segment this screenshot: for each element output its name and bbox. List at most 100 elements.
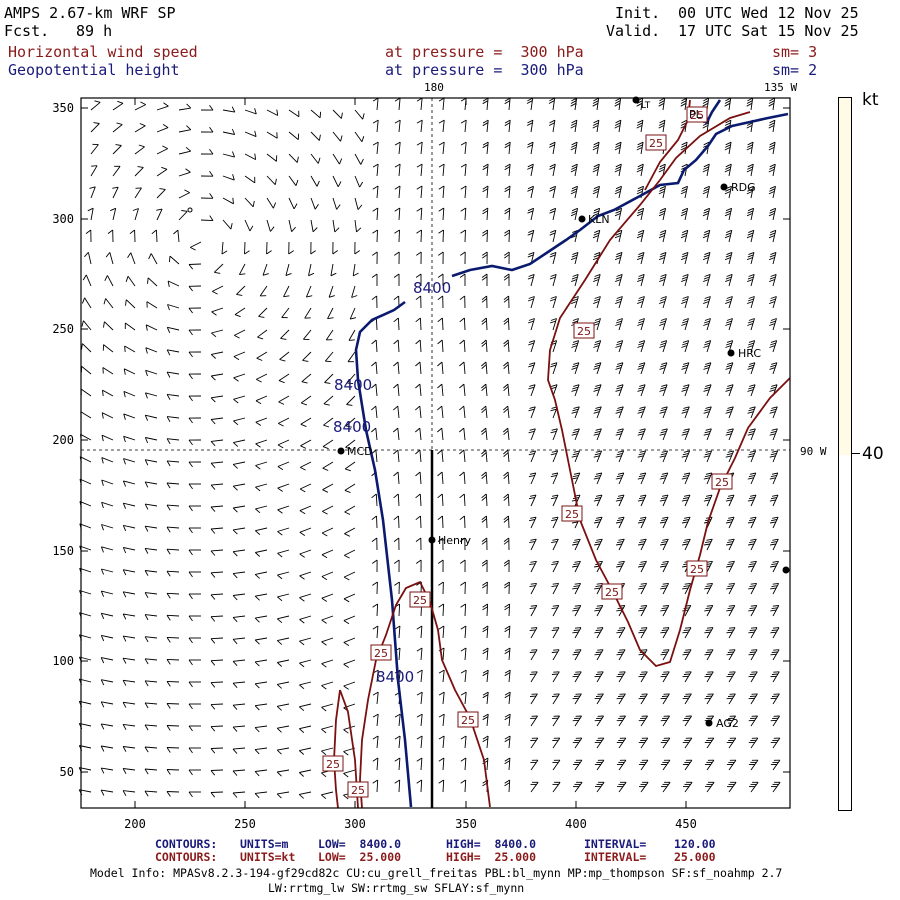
wind-barb-feather	[291, 226, 296, 232]
wind-barb	[750, 759, 759, 771]
wind-barb-feather	[254, 574, 260, 579]
wind-barb	[255, 395, 268, 402]
wind-barb	[486, 757, 489, 771]
wind-barb	[772, 274, 777, 287]
wind-barb	[486, 647, 489, 661]
wind-barb-feather	[593, 411, 600, 414]
wind-barb-feather	[277, 466, 284, 471]
wind-barb-feather	[748, 296, 755, 299]
wind-barb-feather	[703, 411, 710, 414]
wind-barb	[420, 692, 423, 705]
wind-barb-feather	[188, 681, 193, 688]
wind-barb-feather	[437, 405, 443, 411]
wind-barb	[662, 230, 667, 243]
wind-barb-feather	[749, 563, 756, 566]
wind-barb	[305, 285, 312, 298]
wind-barb-feather	[255, 465, 261, 470]
wind-barb-feather	[681, 188, 688, 192]
wind-barb	[464, 670, 467, 683]
wind-barb	[750, 98, 754, 111]
wind-barb-feather	[527, 141, 534, 146]
wind-barb	[662, 450, 669, 463]
wind-barb	[244, 175, 256, 184]
wind-barb-feather	[529, 673, 536, 675]
wind-barb-feather	[661, 629, 668, 631]
wind-barb-feather	[682, 364, 689, 368]
wind-barb	[155, 229, 158, 243]
wind-barb-feather	[705, 629, 712, 631]
wind-barb	[167, 349, 180, 353]
wind-barb	[323, 417, 334, 426]
wind-barb-feather	[614, 257, 621, 261]
wind-barb-feather	[503, 562, 510, 567]
wind-barb-feather	[354, 250, 360, 255]
wind-barb	[684, 715, 692, 727]
wind-barb-feather	[186, 125, 192, 131]
wind-barb-feather	[680, 102, 687, 107]
wind-barb-feather	[481, 562, 488, 567]
wind-barb-feather	[616, 452, 623, 456]
wind-barb-feather	[415, 405, 421, 411]
wind-barb	[640, 208, 645, 221]
wind-barb-feather	[769, 411, 776, 414]
wind-barb	[662, 671, 670, 683]
wind-barb	[662, 296, 667, 309]
wind-barb-feather	[659, 276, 666, 280]
wind-barb-feather	[727, 428, 734, 431]
wind-barb	[706, 274, 711, 287]
wind-barb-feather	[681, 185, 688, 190]
wind-barb	[322, 461, 334, 469]
wind-barb-feather	[166, 438, 171, 445]
wind-barb-feather	[616, 631, 623, 634]
wind-barb	[662, 737, 671, 749]
wind-barb-feather	[144, 503, 149, 510]
wind-barb-feather	[637, 345, 644, 348]
wind-barb-feather	[144, 658, 149, 665]
wind-barb-feather	[751, 649, 758, 651]
wind-barb-feather	[663, 649, 670, 651]
wind-barb-feather	[339, 158, 343, 165]
wind-barb-feather	[703, 499, 710, 502]
wind-barb-feather	[371, 405, 377, 411]
wind-barb	[419, 384, 422, 397]
wind-barb	[486, 98, 489, 111]
wind-barb-feather	[769, 185, 776, 190]
wind-barb-feather	[209, 193, 214, 199]
wind-barb-feather	[132, 208, 139, 211]
wind-barb-feather	[145, 370, 148, 377]
wind-barb-feather	[372, 691, 379, 696]
wind-barb-feather	[437, 339, 443, 345]
wind-barb	[728, 318, 733, 331]
wind-barb-feather	[615, 301, 622, 305]
wind-barb	[178, 107, 191, 111]
wind-barb	[728, 605, 736, 617]
wind-barb	[596, 340, 602, 353]
wind-barb-feather	[747, 144, 753, 148]
wind-barb-feather	[104, 275, 108, 281]
wind-barb-feather	[748, 587, 755, 590]
wind-barb	[420, 779, 423, 793]
wind-barb-feather	[321, 706, 327, 712]
wind-barb	[255, 461, 268, 466]
wind-barb	[464, 207, 467, 221]
wind-barb-feather	[638, 474, 645, 478]
wind-barb-feather	[702, 168, 709, 173]
wind-barb-feather	[570, 102, 577, 107]
wind-barb-feather	[683, 673, 690, 675]
wind-barb-feather	[459, 339, 465, 345]
wind-barb-feather	[594, 587, 601, 590]
field2-smooth: sm= 2	[772, 61, 818, 79]
wind-barb	[354, 131, 363, 143]
height-label-4: 8400	[376, 668, 414, 686]
wind-barb	[574, 450, 581, 463]
wind-barb-feather	[771, 406, 778, 409]
wind-barb-feather	[254, 130, 257, 137]
wind-barb-feather	[482, 251, 488, 256]
wind-barb	[463, 361, 466, 375]
wind-barb-feather	[681, 232, 688, 236]
wind-barb-feather	[614, 168, 621, 173]
wind-barb-feather	[749, 406, 756, 409]
wind-barb-feather	[750, 538, 757, 541]
wind-barb-feather	[255, 421, 262, 426]
wind-barb-feather	[504, 628, 510, 633]
